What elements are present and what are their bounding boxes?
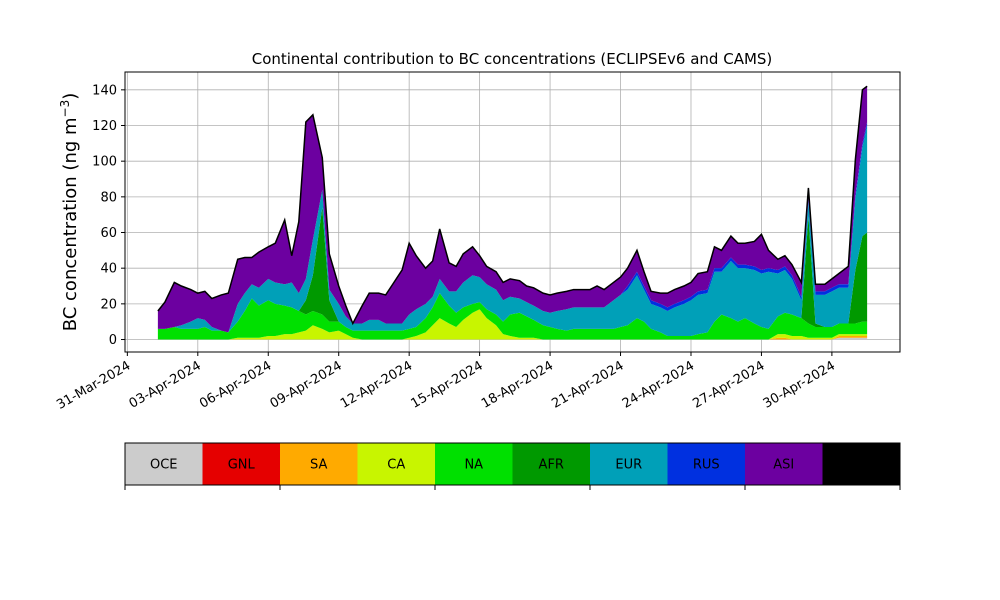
y-axis-label-superscript: −3 — [58, 100, 72, 118]
legend-swatch-ca — [357, 443, 435, 485]
legend-swatch-sa — [280, 443, 358, 485]
total-line — [157, 85, 868, 326]
x-tick-label: 15-Apr-2024 — [409, 358, 486, 411]
legend-label-na: NA — [464, 458, 483, 473]
y-tick-label: 140 — [92, 83, 117, 98]
legend-label-afr: AFR — [539, 458, 564, 473]
legend-label-ca: CA — [387, 458, 405, 473]
x-tick-label: 09-Apr-2024 — [268, 358, 345, 411]
y-axis-label-main: BC concentration (ng m — [60, 117, 81, 331]
x-tick-label: 27-Apr-2024 — [690, 358, 767, 411]
plot-frame — [124, 71, 901, 353]
y-tick-label: 20 — [100, 297, 117, 312]
legend-label-gnl: GNL — [228, 458, 256, 473]
legend-label-eur: EUR — [615, 458, 642, 473]
legend-label-rus: RUS — [693, 458, 720, 473]
chart-title: Continental contribution to BC concentra… — [252, 50, 773, 68]
legend-swatch-gnl — [202, 443, 280, 485]
legend-frame — [124, 442, 901, 486]
legend-swatch-na — [435, 443, 513, 485]
legend-swatch-eur — [590, 443, 668, 485]
x-tick-label: 12-Apr-2024 — [338, 358, 415, 411]
y-tick-label: 0 — [109, 333, 117, 348]
x-tick-label: 03-Apr-2024 — [127, 358, 204, 411]
y-axis-label: BC concentration (ng m−3) — [58, 93, 81, 332]
legend-swatch-aus — [822, 443, 900, 485]
legend-swatch-asi — [745, 443, 823, 485]
legend-label-asi: ASI — [773, 458, 794, 473]
y-tick-label: 120 — [92, 119, 117, 134]
x-tick-label: 30-Apr-2024 — [761, 358, 838, 411]
stacked-areas — [157, 86, 868, 340]
x-tick-label: 18-Apr-2024 — [479, 358, 556, 411]
y-tick-label: 80 — [100, 190, 117, 205]
y-axis-ticks: 0 20 40 60 80 100 120 140 — [92, 83, 125, 348]
area-na — [157, 293, 868, 340]
x-tick-label: 06-Apr-2024 — [197, 358, 274, 411]
total-outline — [157, 85, 868, 326]
region-legend: OCE GNL SA CA NA AFR EUR RUS ASI AUS — [124, 442, 901, 490]
area-ca — [157, 309, 868, 340]
legend-label-aus: AUS — [848, 458, 875, 473]
legend-swatch-rus — [667, 443, 745, 485]
legend-swatch-afr — [512, 443, 590, 485]
y-tick-label: 100 — [92, 155, 117, 170]
y-tick-label: 60 — [100, 226, 117, 241]
x-tick-label: 31-Mar-2024 — [54, 358, 133, 412]
legend-label-sa: SA — [310, 458, 327, 473]
area-eur — [157, 125, 868, 336]
y-tick-label: 40 — [100, 262, 117, 277]
x-tick-label: 21-Apr-2024 — [549, 358, 626, 411]
legend-swatch-oce — [125, 443, 203, 485]
y-axis-label-close: ) — [60, 93, 81, 100]
x-tick-label: 24-Apr-2024 — [620, 358, 697, 411]
legend-label-oce: OCE — [150, 458, 178, 473]
x-axis-ticks: 31-Mar-202403-Apr-202406-Apr-202409-Apr-… — [54, 352, 838, 413]
